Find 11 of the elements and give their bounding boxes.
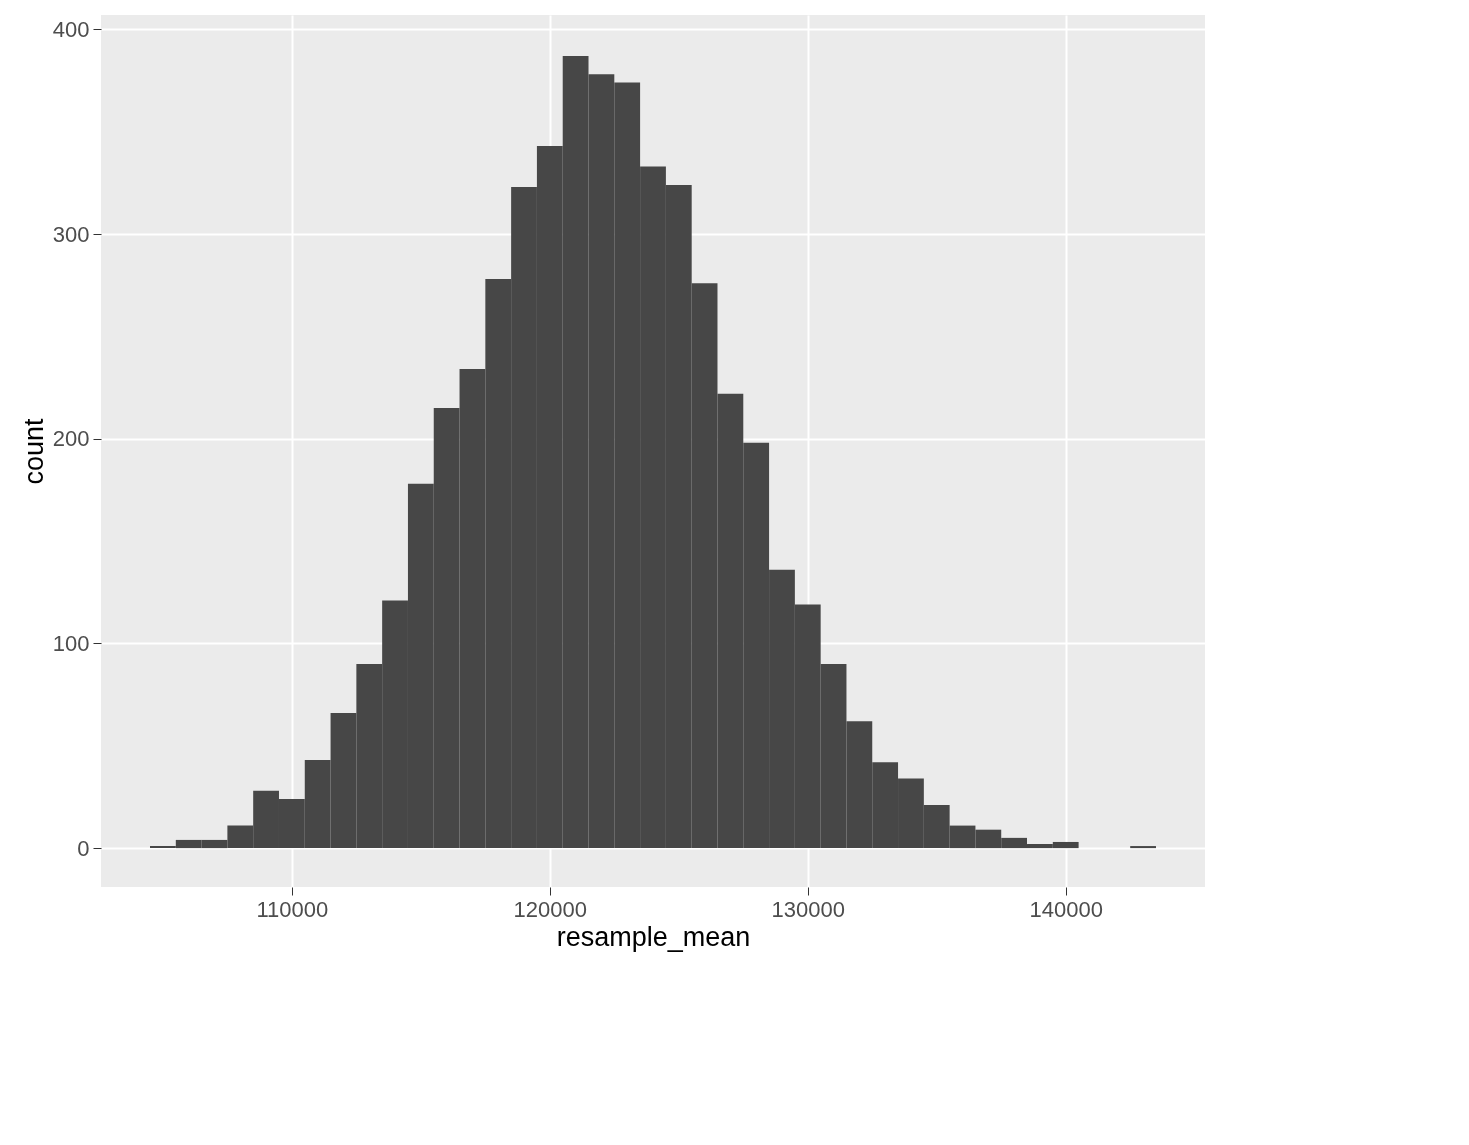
y-tick-label: 100	[52, 630, 90, 656]
x-tick-label: 130000	[771, 896, 845, 922]
x-tick-label: 110000	[256, 896, 329, 922]
y-tick-label: 200	[52, 426, 90, 452]
x-axis-title: resample_mean	[556, 921, 751, 952]
x-tick-label: 120000	[513, 896, 588, 922]
x-tick-label: 140000	[1029, 896, 1103, 922]
y-tick-label: 300	[52, 221, 90, 247]
y-axis-title: count	[18, 417, 49, 485]
y-tick-label: 0	[77, 835, 90, 861]
y-tick-label: 400	[52, 16, 90, 42]
